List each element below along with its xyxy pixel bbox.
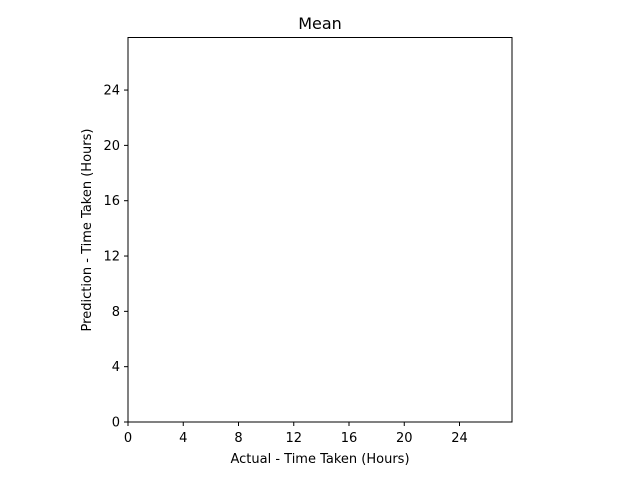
y-tick-label: 16: [103, 194, 120, 209]
y-tick-label: 20: [103, 139, 120, 154]
x-axis-label: Actual - Time Taken (Hours): [230, 452, 409, 467]
x-tick-label: 12: [285, 431, 302, 446]
x-tick-label: 16: [341, 431, 358, 446]
x-tick-label: 20: [396, 431, 413, 446]
x-tick-label: 8: [234, 431, 242, 446]
y-tick-label: 12: [103, 250, 120, 265]
chart-title: Mean: [298, 14, 342, 33]
plot-area: [127, 37, 513, 423]
y-axis: 0 4 8 12 16 20 24: [103, 84, 128, 431]
y-tick-label: 0: [112, 416, 120, 431]
y-axis-label: Prediction - Time Taken (Hours): [80, 129, 95, 332]
y-tick-label: 4: [112, 360, 120, 375]
x-tick-label: 0: [124, 431, 132, 446]
y-tick-label: 8: [112, 305, 120, 320]
x-tick-label: 24: [451, 431, 468, 446]
x-tick-label: 4: [179, 431, 187, 446]
x-axis: 0 4 8 12 16 20 24: [124, 422, 468, 446]
y-tick-label: 24: [103, 84, 120, 99]
